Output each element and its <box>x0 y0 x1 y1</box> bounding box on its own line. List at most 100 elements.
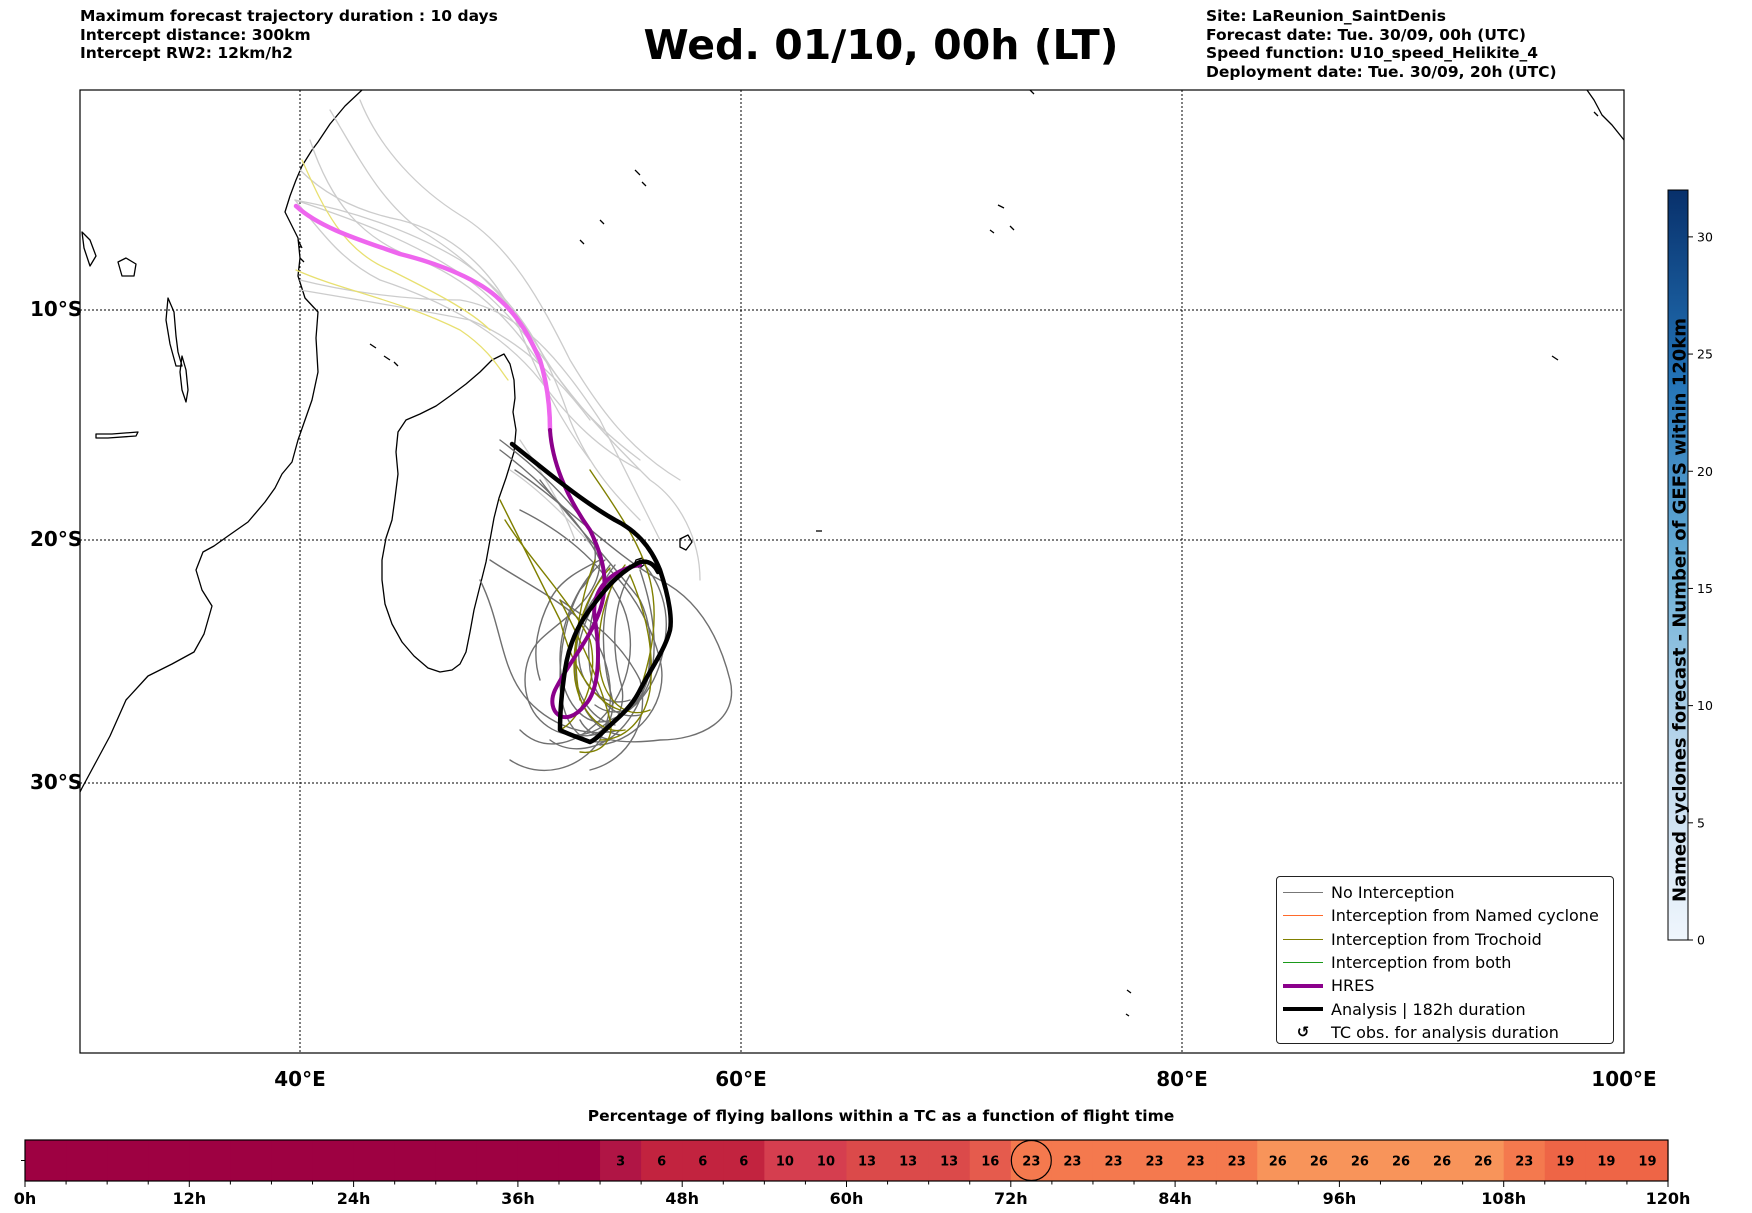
legend-item-tc-obs: ↺ TC obs. for analysis duration <box>1277 1021 1613 1044</box>
time-cell <box>1216 1140 1258 1181</box>
time-cell <box>435 1140 478 1181</box>
timeline-title: Percentage of flying ballons within a TC… <box>587 1107 1175 1125</box>
forecast-date-text: Forecast date: Tue. 30/09, 00h (UTC) <box>1206 25 1527 44</box>
africa-coastline <box>80 90 363 793</box>
time-cell <box>1339 1140 1382 1181</box>
time-cell-value: 13 <box>899 1155 917 1170</box>
time-cell <box>682 1140 724 1181</box>
colorbar-tick-label: 30 <box>1697 229 1713 244</box>
colorbar-tick-label: 10 <box>1697 698 1713 713</box>
time-cell <box>230 1140 273 1181</box>
time-hour-label: 72h <box>994 1189 1028 1208</box>
time-cell <box>312 1140 355 1181</box>
time-cell-value: 26 <box>1433 1155 1451 1170</box>
legend-item-hres: HRES <box>1277 974 1613 997</box>
legend-swatch-black <box>1283 1007 1323 1012</box>
legend-swatch-olive <box>1283 938 1323 940</box>
ensemble-early-tracks <box>294 99 701 581</box>
cyclone-icon: ↺ <box>1296 1023 1310 1042</box>
cocos-islands <box>1551 355 1559 361</box>
gridlines <box>80 90 1624 1053</box>
time-cell <box>641 1140 683 1181</box>
time-cell-value: 6 <box>698 1155 707 1170</box>
time-cell <box>969 1140 1012 1181</box>
seychelles-islands <box>579 169 647 245</box>
colorbar-tick-label: 25 <box>1697 347 1713 362</box>
legend-label: Analysis | 182h duration <box>1331 999 1526 1019</box>
time-hour-label: 24h <box>337 1189 371 1208</box>
north-islands <box>1029 90 1624 141</box>
time-cell <box>1257 1140 1299 1181</box>
time-cell <box>764 1140 807 1181</box>
colorbar: 0 5 10 15 20 25 30 <box>1667 189 1713 948</box>
trochoid-early-tracks <box>295 159 509 381</box>
time-hour-label: 84h <box>1158 1189 1192 1208</box>
colorbar-tick-label: 0 <box>1697 933 1705 948</box>
time-cells: 3 6 6 6 10 10 13 13 13 16 23 23 23 23 23 23 26 26 26 26 26 26… <box>25 1139 1669 1182</box>
colorbar-ticks: 0 5 10 15 20 25 30 <box>1688 229 1713 948</box>
chagos-islands <box>989 204 1015 234</box>
time-cell <box>1380 1140 1423 1181</box>
lon-label-40e: 40°E <box>274 1067 326 1091</box>
time-hour-label: 12h <box>172 1189 206 1208</box>
time-cell <box>887 1140 930 1181</box>
time-cell <box>1462 1140 1505 1181</box>
time-cell <box>1585 1140 1628 1181</box>
time-cell <box>189 1140 231 1181</box>
time-cell <box>600 1140 642 1181</box>
time-cell <box>66 1140 108 1181</box>
legend-label: Interception from Trochoid <box>1331 929 1542 949</box>
colorbar-tick-label: 5 <box>1697 815 1705 830</box>
time-cell-value: 16 <box>981 1155 999 1170</box>
legend-swatch-orange <box>1283 915 1323 917</box>
lon-label-80e: 80°E <box>1156 1067 1208 1091</box>
hres-track <box>548 428 642 719</box>
hres-early-track <box>293 203 553 433</box>
time-cell-value: 23 <box>1187 1155 1205 1170</box>
time-cell-value: 19 <box>1556 1155 1574 1170</box>
time-cell-value: 19 <box>1638 1155 1656 1170</box>
lat-label-20s: 20°S <box>30 527 82 551</box>
max-duration-text: Maximum forecast trajectory duration : 1… <box>80 7 498 25</box>
time-cell <box>394 1140 437 1181</box>
time-cell-value: 23 <box>1228 1155 1246 1170</box>
deployment-date-text: Deployment date: Tue. 30/09, 20h (UTC) <box>1206 62 1557 81</box>
time-cell-value: 10 <box>817 1155 835 1170</box>
time-hour-label: 36h <box>501 1189 535 1208</box>
legend-swatch-gray <box>1283 892 1323 894</box>
lake-turkana <box>81 231 97 267</box>
time-cell <box>1298 1140 1340 1181</box>
legend-label: Interception from both <box>1331 953 1512 973</box>
lake-kariba <box>95 431 139 439</box>
time-cell <box>1626 1140 1669 1181</box>
colorbar-title: Named cyclones forecast - Number of GEFS… <box>1669 317 1691 903</box>
time-cell-value: 23 <box>1022 1155 1040 1170</box>
time-cell <box>107 1140 149 1181</box>
time-cell <box>517 1140 560 1181</box>
intercept-rw2-text: Intercept RW2: 12km/h2 <box>80 44 293 62</box>
time-cell <box>271 1140 314 1181</box>
time-cell <box>353 1140 396 1181</box>
colorbar-tick-label: 15 <box>1697 581 1713 596</box>
time-cell-value: 13 <box>940 1155 958 1170</box>
amsterdam-island <box>1125 989 1132 1017</box>
time-cell-value: 6 <box>657 1155 666 1170</box>
time-cell-value: 3 <box>616 1155 625 1170</box>
time-cell-value: 23 <box>1104 1155 1122 1170</box>
legend-swatch-purple <box>1283 983 1323 988</box>
time-hour-label: 60h <box>830 1189 864 1208</box>
time-cell <box>1092 1140 1135 1181</box>
lat-label-30s: 30°S <box>30 770 82 794</box>
lon-label-60e: 60°E <box>715 1067 767 1091</box>
time-cell <box>805 1140 848 1181</box>
time-cell <box>1051 1140 1094 1181</box>
lake-victoria <box>117 257 137 277</box>
lat-label-10s: 10°S <box>30 297 82 321</box>
speed-function-text: Speed function: U10_speed_Helikite_4 <box>1206 44 1539 62</box>
madagascar-coastline <box>381 353 517 673</box>
mauritius-island <box>679 534 693 551</box>
time-hour-label: 48h <box>665 1189 699 1208</box>
trajectories <box>293 99 733 772</box>
time-cell <box>1134 1140 1176 1181</box>
time-cell <box>148 1140 190 1181</box>
